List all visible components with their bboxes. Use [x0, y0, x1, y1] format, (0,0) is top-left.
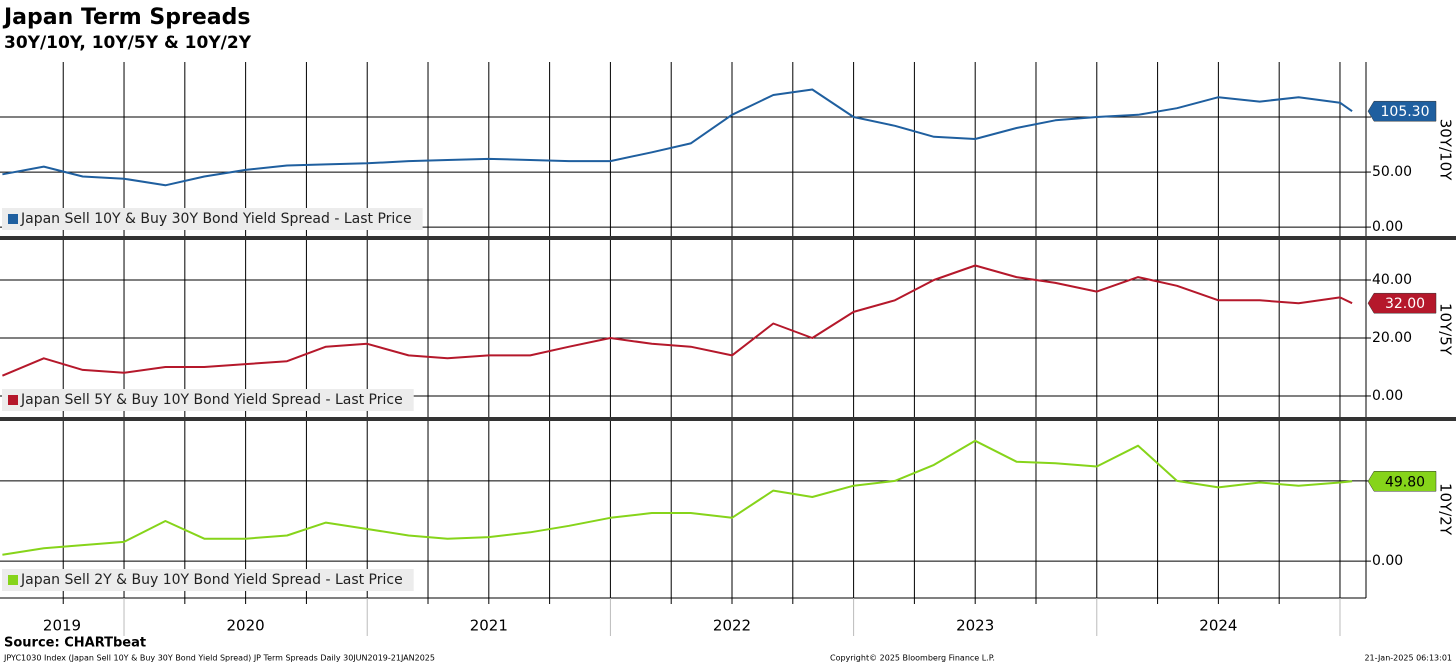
- legend-swatch: [8, 575, 18, 585]
- y-tick-label: 0.00: [1372, 553, 1403, 569]
- footer-timestamp: 21-Jan-2025 06:13:01: [1364, 654, 1452, 663]
- last-price-tag: [1367, 471, 1437, 492]
- y-tick-label: 40.00: [1372, 272, 1412, 288]
- y-tick-label: 50.00: [1372, 164, 1412, 180]
- x-tick-label: 2019: [43, 617, 81, 635]
- y-tick-label: 0.00: [1372, 219, 1403, 235]
- x-tick-label: 2022: [713, 617, 751, 635]
- footer-copyright: Copyright© 2025 Bloomberg Finance L.P.: [830, 654, 995, 663]
- source: Source: CHARTbeat: [4, 636, 146, 651]
- last-price-tag: [1367, 292, 1437, 314]
- series-line: [2, 264, 1353, 377]
- y-tick-label: 0.00: [1372, 388, 1403, 404]
- legend-label: Japan Sell 2Y & Buy 10Y Bond Yield Sprea…: [20, 572, 403, 588]
- last-price-tag: [1367, 100, 1437, 122]
- panel-separator: [0, 236, 1456, 240]
- x-tick-label: 2021: [470, 617, 508, 635]
- last-price-label: 105.30: [1381, 104, 1430, 120]
- legend-swatch: [8, 395, 18, 405]
- last-price-label: 49.80: [1385, 474, 1425, 490]
- x-tick-label: 2020: [227, 617, 265, 635]
- y-tick-label: 20.00: [1372, 330, 1412, 346]
- last-price-label: 32.00: [1385, 296, 1425, 312]
- chart-subtitle: 30Y/10Y, 10Y/5Y & 10Y/2Y: [4, 33, 252, 53]
- x-tick-label: 2024: [1199, 617, 1237, 635]
- y-axis-title: 10Y/2Y: [1437, 483, 1455, 536]
- y-axis-title: 10Y/5Y: [1437, 303, 1455, 356]
- legend-box: [2, 569, 414, 591]
- legend-swatch: [8, 214, 18, 224]
- y-axis-title: 30Y/10Y: [1437, 119, 1455, 181]
- legend-label: Japan Sell 5Y & Buy 10Y Bond Yield Sprea…: [20, 392, 403, 408]
- legend-box: [2, 208, 423, 230]
- legend-label: Japan Sell 10Y & Buy 30Y Bond Yield Spre…: [20, 211, 412, 227]
- chart-title: Japan Term Spreads: [2, 5, 250, 30]
- legend-box: [2, 389, 414, 411]
- series-line: [2, 88, 1353, 187]
- x-tick-label: 2023: [956, 617, 994, 635]
- panel-separator: [0, 417, 1456, 421]
- series-line: [2, 439, 1353, 556]
- footer-description: JPYC1030 Index (Japan Sell 10Y & Buy 30Y…: [3, 654, 435, 663]
